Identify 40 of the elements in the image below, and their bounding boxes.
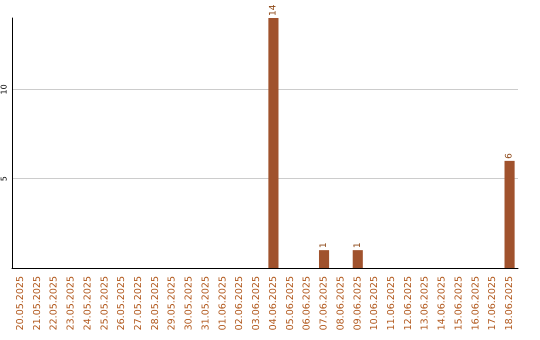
x-tick-label: 27.05.2025 — [133, 276, 144, 330]
x-tick-label: 26.05.2025 — [116, 276, 128, 330]
data-label: 6 — [504, 152, 515, 159]
x-tick-label: 01.06.2025 — [217, 276, 228, 330]
x-tick-label: 09.06.2025 — [352, 276, 364, 330]
x-tick-label: 13.06.2025 — [420, 276, 431, 330]
x-tick-label: 02.06.2025 — [234, 276, 246, 330]
bar — [268, 18, 278, 268]
x-tick-label: 21.05.2025 — [32, 276, 43, 330]
y-tick-label: 10 — [0, 84, 8, 95]
x-tick-label: 14.06.2025 — [436, 276, 448, 330]
x-tick-label: 07.06.2025 — [318, 276, 330, 330]
x-tick-label: 11.06.2025 — [386, 276, 397, 330]
x-tick-label: 31.05.2025 — [200, 276, 212, 330]
x-tick-label: 04.06.2025 — [268, 276, 279, 330]
x-tick-label: 23.05.2025 — [66, 276, 77, 330]
x-tick-label: 15.06.2025 — [453, 276, 464, 330]
x-tick-label: 08.06.2025 — [335, 276, 346, 330]
x-tick-label: 30.05.2025 — [184, 276, 195, 330]
x-tick-label: 28.05.2025 — [150, 276, 161, 330]
bar — [504, 160, 515, 268]
x-tick-label: 17.06.2025 — [487, 276, 498, 330]
x-tick-label: 06.06.2025 — [302, 276, 313, 330]
bar — [352, 250, 363, 268]
data-label: 1 — [319, 242, 330, 248]
x-tick-label: 20.05.2025 — [14, 276, 26, 330]
x-tick-label: 12.06.2025 — [402, 276, 414, 330]
x-tick-label: 05.06.2025 — [284, 276, 296, 330]
x-tick-label: 03.06.2025 — [251, 276, 262, 330]
x-tick-label: 24.05.2025 — [82, 276, 94, 330]
x-tick-label: 22.05.2025 — [48, 276, 60, 330]
data-label: 14 — [268, 4, 278, 16]
x-tick-label: 18.06.2025 — [504, 276, 516, 330]
x-tick-label: 25.05.2025 — [99, 276, 110, 330]
data-label: 1 — [352, 242, 363, 248]
y-tick-label: 5 — [0, 176, 8, 182]
x-tick-label: 29.05.2025 — [166, 276, 178, 330]
bar — [318, 250, 330, 268]
x-tick-label: 10.06.2025 — [369, 276, 380, 330]
x-tick-label: 16.06.2025 — [470, 276, 482, 330]
